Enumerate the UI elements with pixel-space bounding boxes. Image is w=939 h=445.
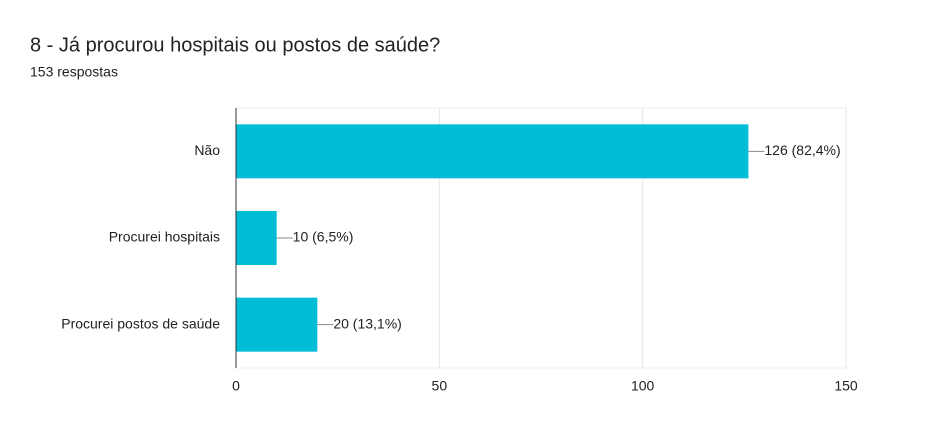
value-label: 126 (82,4%)	[764, 142, 840, 158]
y-tick-label: Procurei hospitais	[109, 229, 220, 245]
bar	[236, 211, 277, 265]
x-tick-label: 50	[432, 378, 448, 394]
bar	[236, 124, 749, 179]
y-tick-label: Procurei postos de saúde	[61, 315, 220, 331]
value-label: 20 (13,1%)	[333, 315, 401, 331]
x-tick-label: 100	[631, 378, 655, 394]
chart-title: 8 - Já procurou hospitais ou postos de s…	[30, 34, 440, 56]
y-tick-label: Não	[194, 142, 220, 158]
x-tick-label: 150	[834, 378, 858, 394]
x-tick-label: 0	[232, 378, 240, 394]
bar	[236, 297, 318, 352]
chart-subtitle: 153 respostas	[30, 64, 118, 80]
value-label: 10 (6,5%)	[293, 229, 354, 245]
